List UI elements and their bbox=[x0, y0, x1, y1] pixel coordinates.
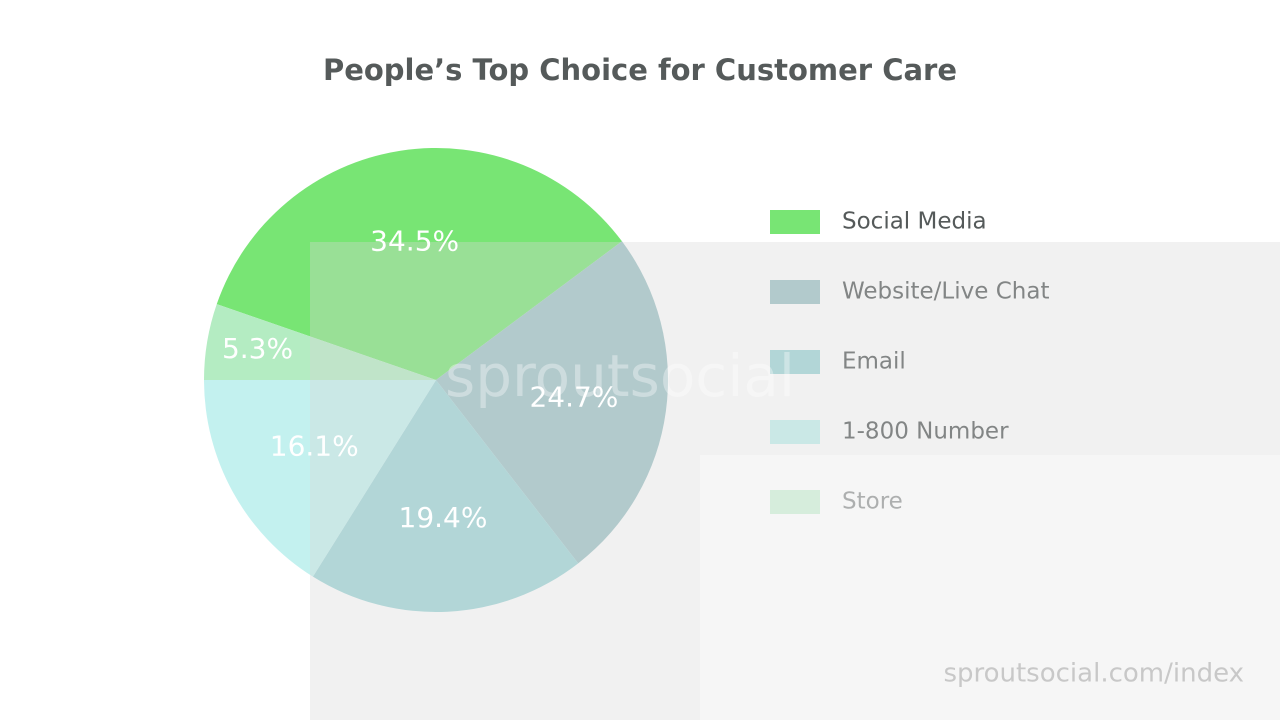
value-label: 5.3% bbox=[222, 332, 293, 365]
pie-slice bbox=[312, 380, 579, 612]
value-label: 16.1% bbox=[270, 429, 359, 462]
chart-title: People’s Top Choice for Customer Care bbox=[323, 53, 957, 87]
pie-slice bbox=[216, 147, 622, 380]
overlay-panel bbox=[700, 455, 1280, 720]
legend-swatch bbox=[770, 490, 820, 514]
legend-swatch bbox=[770, 420, 820, 444]
legend-label: Store bbox=[842, 489, 903, 515]
video-overlay bbox=[310, 242, 1280, 720]
value-labels: 34.5% 24.7% 19.4% 16.1% 5.3% bbox=[222, 224, 618, 534]
watermark: sproutsocial bbox=[445, 342, 795, 410]
legend-label: Website/Live Chat bbox=[842, 279, 1049, 305]
pie-slice bbox=[204, 380, 436, 577]
legend-swatch bbox=[770, 280, 820, 304]
value-label: 24.7% bbox=[529, 381, 618, 414]
legend-swatch bbox=[770, 350, 820, 374]
source: sproutsocial.com/index bbox=[943, 659, 1244, 689]
value-label: 34.5% bbox=[370, 224, 459, 257]
legend-label: 1-800 Number bbox=[842, 419, 1009, 445]
legend-swatch bbox=[770, 210, 820, 234]
legend-label: Social Media bbox=[842, 209, 987, 235]
value-label: 19.4% bbox=[399, 501, 488, 534]
legend-label: Email bbox=[842, 349, 906, 375]
legend: Social Media Website/Live Chat Email 1-800 … bbox=[770, 209, 1049, 515]
pie-slice bbox=[204, 304, 436, 380]
pie bbox=[204, 147, 668, 612]
pie-slice bbox=[436, 241, 668, 564]
